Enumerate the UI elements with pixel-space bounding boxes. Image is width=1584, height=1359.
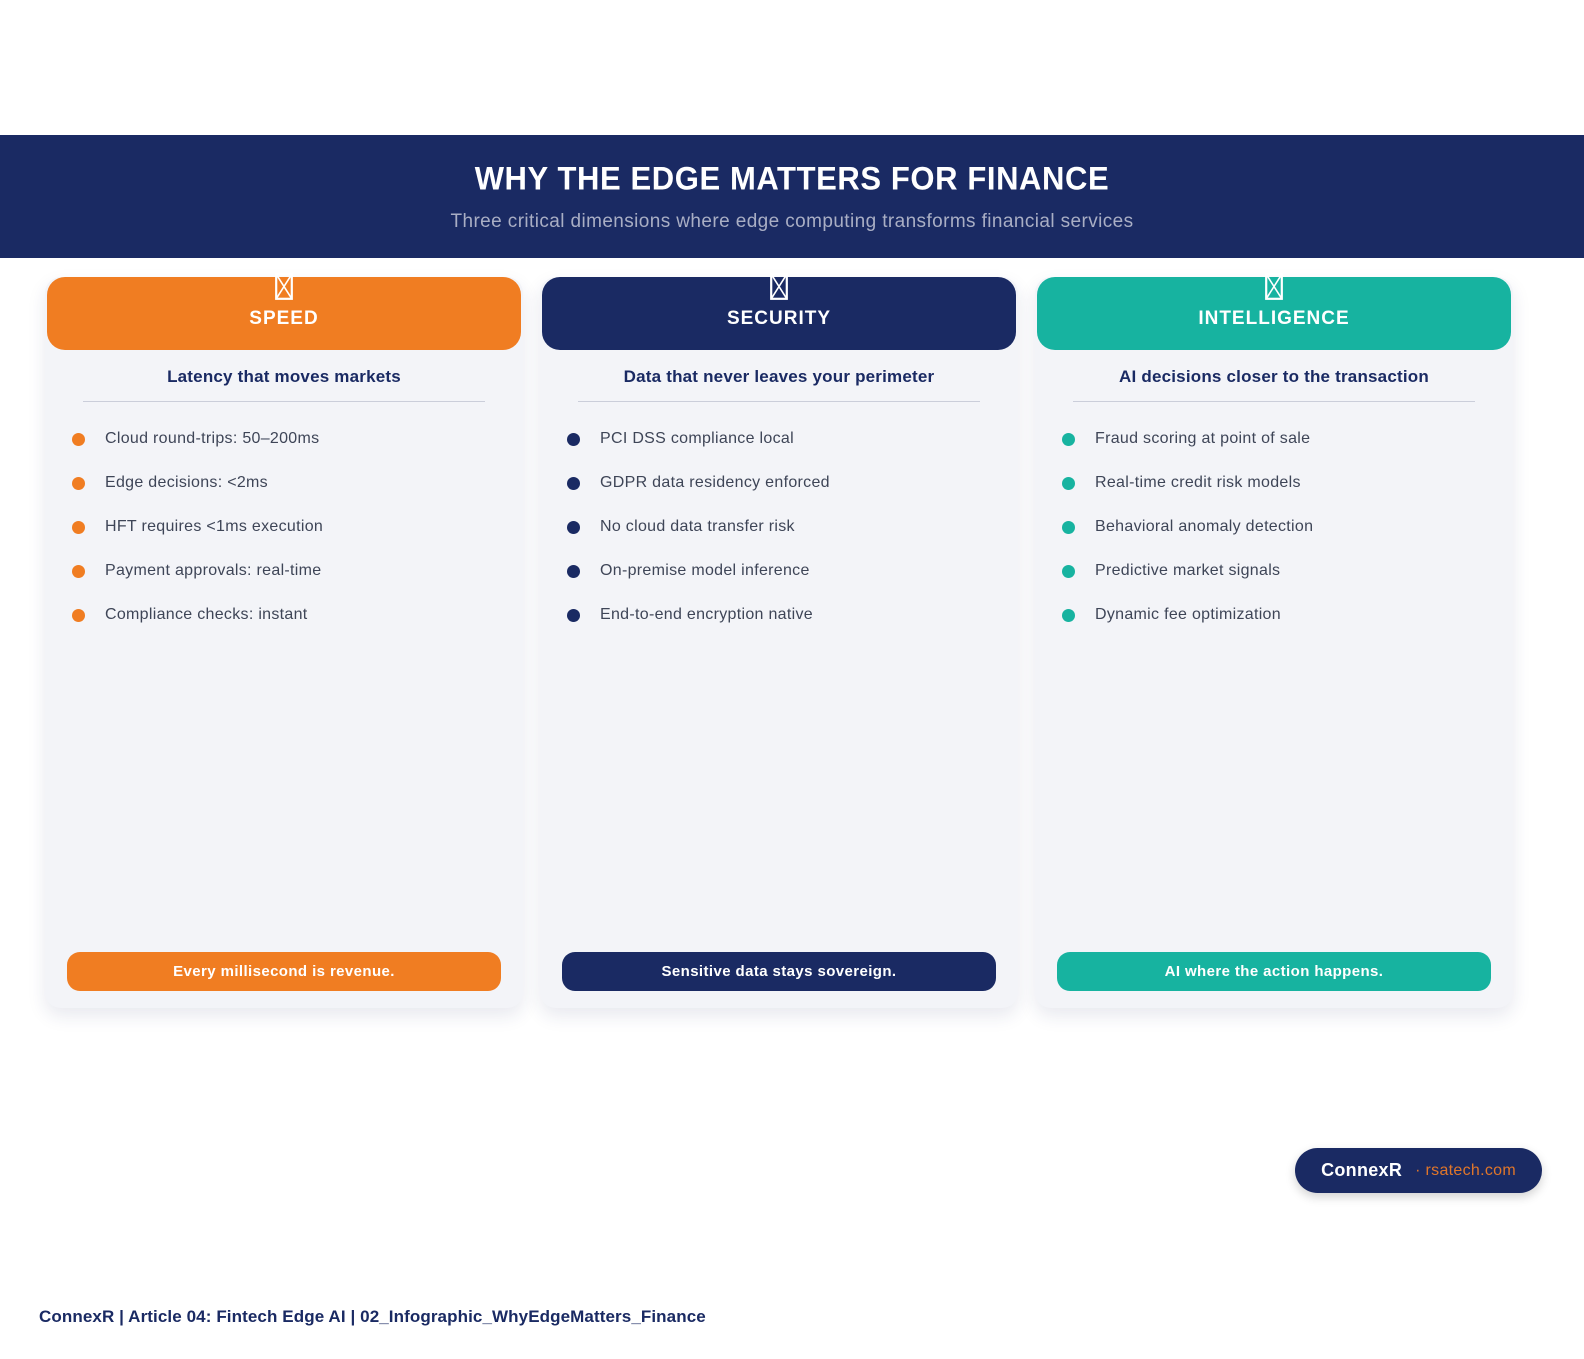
card-intelligence-heading: AI decisions closer to the transaction xyxy=(1119,367,1429,386)
infographic-page: { "banner": { "title": "WHY THE EDGE MAT… xyxy=(0,135,1584,1359)
list-item: Behavioral anomaly detection xyxy=(1062,518,1513,536)
card-spacer xyxy=(45,650,523,952)
card-speed-heading: Latency that moves markets xyxy=(167,367,401,386)
list-item: Predictive market signals xyxy=(1062,562,1513,580)
list-item: Cloud round-trips: 50–200ms xyxy=(72,430,523,448)
list-item: End-to-end encryption native xyxy=(567,606,1018,624)
list-item-text: Real-time credit risk models xyxy=(1095,474,1301,491)
list-item: Real-time credit risk models xyxy=(1062,474,1513,492)
bullet-dot-icon xyxy=(72,520,85,534)
page-subtitle: Three critical dimensions where edge com… xyxy=(450,210,1134,232)
bullet-dot-icon xyxy=(1062,564,1075,578)
card-security-heading: Data that never leaves your perimeter xyxy=(623,367,935,386)
list-item-text: Fraud scoring at point of sale xyxy=(1095,430,1311,447)
list-item: Edge decisions: <2ms xyxy=(72,474,523,492)
list-item: No cloud data transfer risk xyxy=(567,518,1018,536)
page-title: WHY THE EDGE MATTERS FOR FINANCE xyxy=(474,159,1110,197)
list-item: HFT requires <1ms execution xyxy=(72,518,523,536)
list-item-text: No cloud data transfer risk xyxy=(600,518,795,535)
missing-glyph-icon xyxy=(1265,273,1283,300)
card-spacer xyxy=(1035,650,1513,952)
divider xyxy=(1073,401,1475,402)
list-item-text: On-premise model inference xyxy=(600,562,810,579)
card-intelligence: INTELLIGENCE AI decisions closer to the … xyxy=(1035,273,1513,1008)
footer-caption: ConnexR | Article 04: Fintech Edge AI | … xyxy=(39,1307,706,1326)
bullet-dot-icon xyxy=(72,432,85,446)
list-item-text: End-to-end encryption native xyxy=(600,606,813,623)
list-item-text: Cloud round-trips: 50–200ms xyxy=(105,430,320,447)
card-spacer xyxy=(540,650,1018,952)
card-speed: SPEED Latency that moves markets Cloud r… xyxy=(45,273,523,1008)
list-item-text: Edge decisions: <2ms xyxy=(105,474,268,491)
list-item-text: Dynamic fee optimization xyxy=(1095,606,1281,623)
card-security: SECURITY Data that never leaves your per… xyxy=(540,273,1018,1008)
list-item: Fraud scoring at point of sale xyxy=(1062,430,1513,448)
bullet-dot-icon xyxy=(567,432,580,446)
card-intelligence-title: INTELLIGENCE xyxy=(1198,308,1350,329)
card-intelligence-list: Fraud scoring at point of sale Real-time… xyxy=(1035,430,1513,650)
header-banner: WHY THE EDGE MATTERS FOR FINANCE Three c… xyxy=(0,135,1584,258)
list-item: Payment approvals: real-time xyxy=(72,562,523,580)
list-item: Compliance checks: instant xyxy=(72,606,523,624)
card-security-tagline: Sensitive data stays sovereign. xyxy=(562,952,996,991)
card-speed-header: SPEED xyxy=(47,273,521,350)
list-item-text: PCI DSS compliance local xyxy=(600,430,794,447)
list-item-text: GDPR data residency enforced xyxy=(600,474,830,491)
card-security-header: SECURITY xyxy=(542,273,1016,350)
card-speed-tagline: Every millisecond is revenue. xyxy=(67,952,501,991)
card-speed-title: SPEED xyxy=(249,308,319,329)
bullet-dot-icon xyxy=(1062,432,1075,446)
bullet-dot-icon xyxy=(1062,608,1075,622)
card-security-title: SECURITY xyxy=(726,308,832,329)
bullet-dot-icon xyxy=(567,476,580,490)
card-security-list: PCI DSS compliance local GDPR data resid… xyxy=(540,430,1018,650)
list-item-text: Compliance checks: instant xyxy=(105,606,308,623)
missing-glyph-icon xyxy=(275,273,293,300)
bullet-dot-icon xyxy=(72,476,85,490)
card-intelligence-tagline: AI where the action happens. xyxy=(1057,952,1491,991)
list-item-text: Behavioral anomaly detection xyxy=(1095,518,1314,535)
list-item-text: Payment approvals: real-time xyxy=(105,562,322,579)
bullet-dot-icon xyxy=(72,608,85,622)
bullet-dot-icon xyxy=(567,564,580,578)
bullet-dot-icon xyxy=(1062,520,1075,534)
bullet-dot-icon xyxy=(567,608,580,622)
list-item-text: HFT requires <1ms execution xyxy=(105,518,324,535)
brand-badge: ConnexR · rsatech.com xyxy=(1295,1148,1542,1193)
cards-row: SPEED Latency that moves markets Cloud r… xyxy=(0,273,1584,1008)
bullet-dot-icon xyxy=(72,564,85,578)
brand-domain: · rsatech.com xyxy=(1415,1161,1516,1179)
list-item-text: Predictive market signals xyxy=(1095,562,1281,579)
list-item: GDPR data residency enforced xyxy=(567,474,1018,492)
card-intelligence-header: INTELLIGENCE xyxy=(1037,273,1511,350)
list-item: Dynamic fee optimization xyxy=(1062,606,1513,624)
list-item: PCI DSS compliance local xyxy=(567,430,1018,448)
divider xyxy=(578,401,980,402)
brand-name: ConnexR xyxy=(1321,1160,1403,1180)
missing-glyph-icon xyxy=(770,273,788,300)
card-speed-list: Cloud round-trips: 50–200ms Edge decisio… xyxy=(45,430,523,650)
divider xyxy=(83,401,485,402)
list-item: On-premise model inference xyxy=(567,562,1018,580)
bullet-dot-icon xyxy=(1062,476,1075,490)
bullet-dot-icon xyxy=(567,520,580,534)
